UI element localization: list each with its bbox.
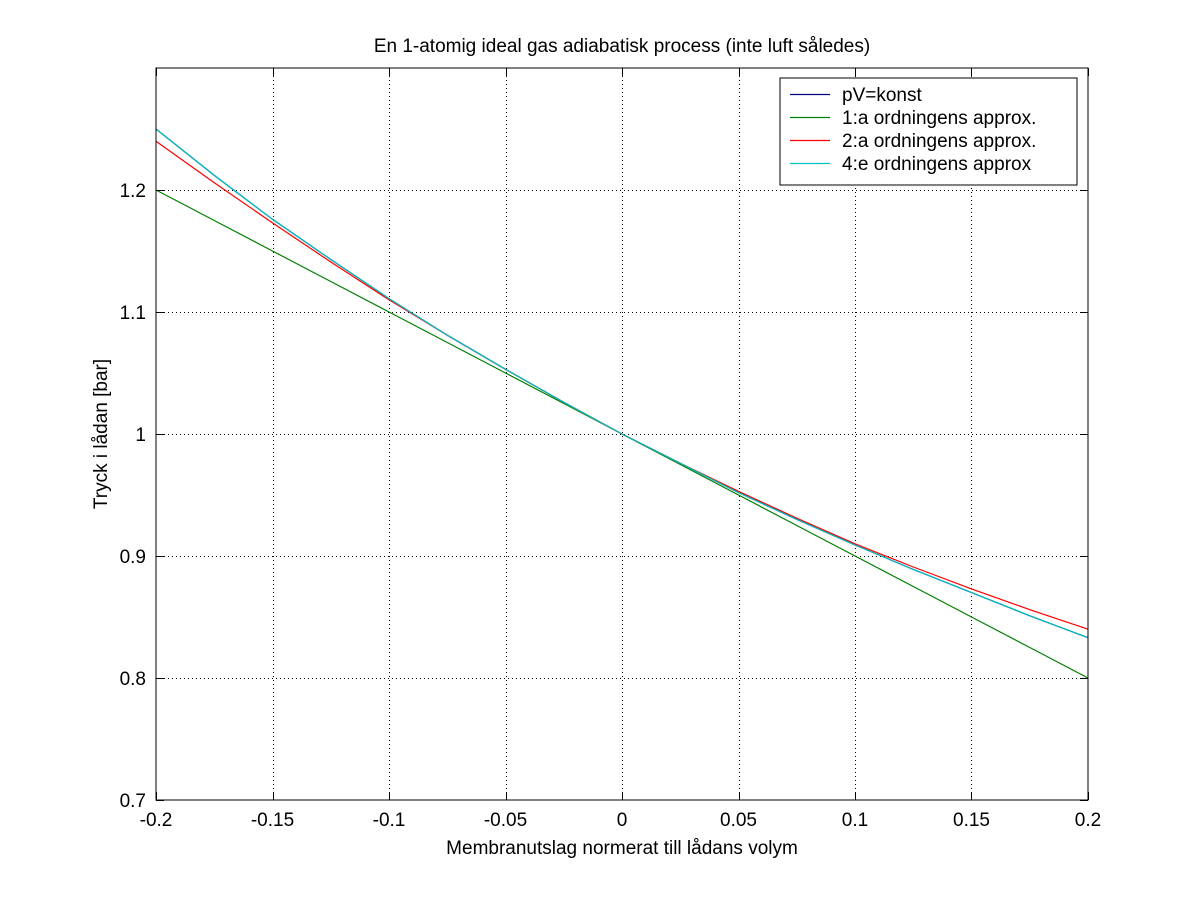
x-tick-label: 0 [617, 810, 628, 831]
x-tick-label: 0.2 [1075, 810, 1101, 831]
axis-ticks [156, 68, 1089, 801]
x-tick-label: -0.1 [373, 810, 406, 831]
chart-title: En 1-atomig ideal gas adiabatisk process… [374, 36, 870, 57]
x-tick-label: 0.05 [720, 810, 757, 831]
y-tick-label: 1 [135, 425, 146, 446]
y-tick-label: 0.9 [120, 547, 146, 568]
series-line-4 [155, 128, 1089, 639]
y-axis-label: Tryck i lådan [bar] [91, 359, 112, 509]
y-tick-label: 1.1 [120, 303, 146, 324]
grid-lines [156, 68, 1088, 800]
y-tick-label: 0.8 [120, 669, 146, 690]
y-tick-labels: 0.7 0.8 0.9 1 1.1 1.2 [120, 181, 146, 812]
x-tick-label: -0.05 [484, 810, 527, 831]
legend-label: pV=konst [842, 85, 922, 106]
x-tick-label: 0.15 [953, 810, 990, 831]
x-tick-labels: -0.2 -0.15 -0.1 -0.05 0 0.05 0.1 0.15 0.2 [140, 810, 1102, 831]
series-lines [155, 128, 1089, 679]
y-tick-label: 1.2 [120, 181, 146, 202]
x-tick-label: -0.2 [140, 810, 173, 831]
x-tick-label: -0.15 [251, 810, 294, 831]
legend-label: 4:e ordningens approx [842, 154, 1032, 175]
legend-box [779, 77, 1078, 186]
x-axis-label: Membranutslag normerat till lådans volym [446, 838, 798, 859]
x-tick-label: 0.1 [842, 810, 868, 831]
y-tick-label: 0.7 [120, 791, 146, 812]
legend-label: 1:a ordningens approx. [842, 108, 1036, 129]
legend-label: 2:a ordningens approx. [842, 131, 1036, 152]
